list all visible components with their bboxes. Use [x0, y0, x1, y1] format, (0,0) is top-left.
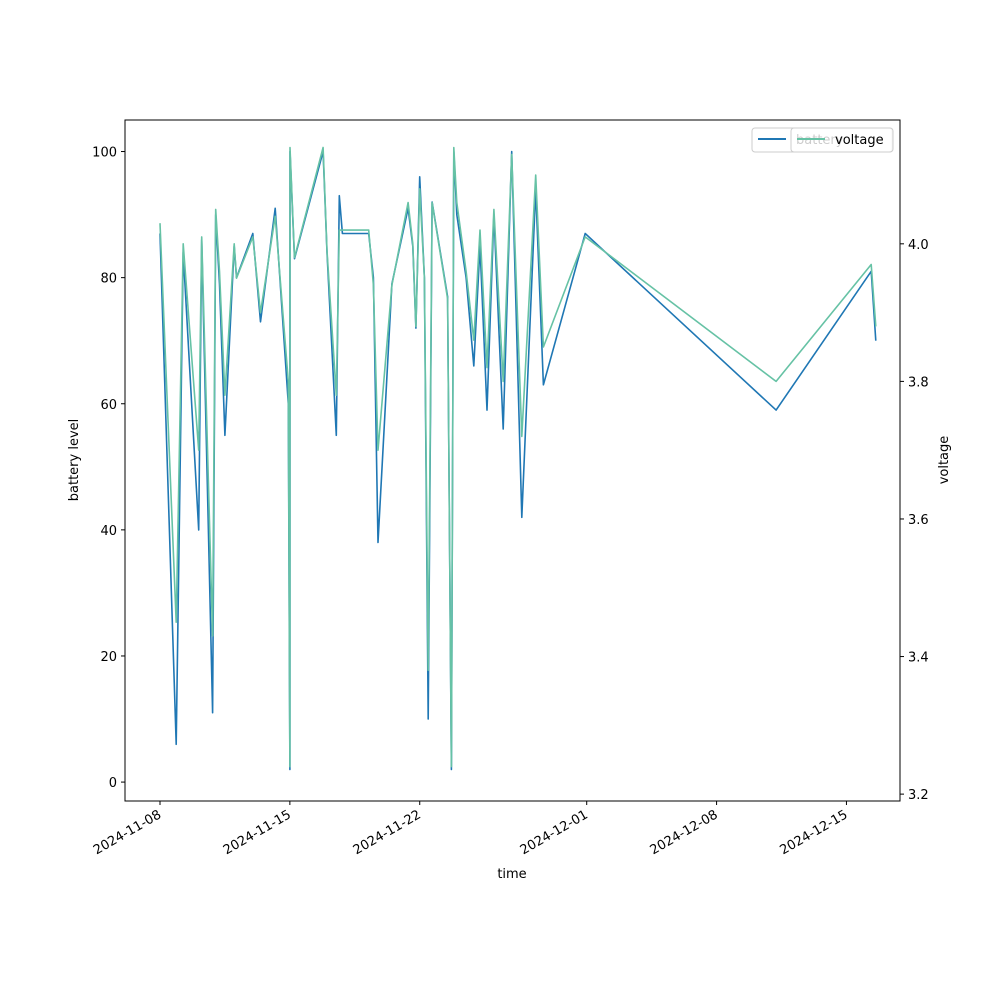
- y-right-axis-ticks: 3.2 3.4 3.6 3.8 4.0: [900, 238, 929, 803]
- plot-frame: [124, 119, 901, 802]
- series-line-voltage: [159, 146, 877, 768]
- x-tick-label: 2024-11-15: [221, 807, 294, 858]
- x-tick-label: 2024-12-01: [518, 807, 591, 858]
- plot-area: [124, 119, 901, 802]
- y-right-tick-label: 3.6: [908, 513, 929, 528]
- x-tick-label: 2024-11-22: [351, 807, 424, 858]
- y-right-tick-label: 3.2: [908, 788, 929, 803]
- x-axis-label: time: [497, 867, 526, 882]
- y-left-tick-label: 0: [109, 776, 117, 791]
- y-left-tick-label: 40: [100, 524, 117, 539]
- x-tick-label: 2024-12-15: [778, 807, 851, 858]
- y-left-axis-label: battery level: [67, 419, 82, 502]
- legend-voltage: voltage: [790, 127, 894, 153]
- y-right-tick-label: 3.8: [908, 375, 929, 390]
- y-right-tick-label: 3.4: [908, 651, 929, 666]
- series-layer: [159, 146, 877, 771]
- y-left-tick-label: 80: [100, 272, 117, 287]
- x-tick-label: 2024-12-08: [648, 807, 721, 858]
- y-left-axis-ticks: 0 20 40 60 80 100: [92, 146, 125, 791]
- y-left-tick-label: 60: [100, 398, 117, 413]
- y-right-tick-label: 4.0: [908, 238, 929, 253]
- legend-voltage-label: voltage: [835, 133, 884, 148]
- x-axis-ticks: 2024-11-08 2024-11-15 2024-11-22 2024-12-01…: [91, 801, 850, 858]
- y-left-tick-label: 100: [92, 146, 117, 161]
- y-right-axis-label: voltage: [937, 436, 952, 485]
- series-line-battery: [159, 150, 877, 771]
- legend-voltage-box: [790, 127, 894, 153]
- x-tick-label: 2024-11-08: [91, 807, 164, 858]
- y-left-tick-label: 20: [100, 650, 117, 665]
